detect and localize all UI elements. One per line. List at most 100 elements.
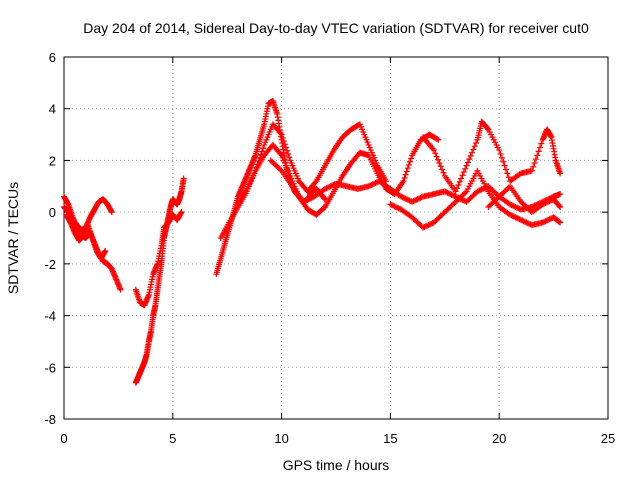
data-point-interp <box>326 183 333 190</box>
data-point-interp <box>516 216 523 223</box>
x-tick-label: 20 <box>492 431 506 446</box>
data-point-interp <box>509 202 516 209</box>
data-point-interp <box>500 158 507 165</box>
chart-title: Day 204 of 2014, Sidereal Day-to-day VTE… <box>83 20 589 36</box>
data-point-interp <box>277 166 284 173</box>
data-point-interp <box>403 196 410 203</box>
data-point-interp <box>281 141 288 148</box>
data-point <box>102 247 109 254</box>
data-point <box>507 211 514 218</box>
data-point-interp <box>406 197 413 204</box>
data-point-interp <box>413 196 420 203</box>
data-point-interp <box>433 153 440 160</box>
data-point-interp <box>330 181 337 188</box>
data-point-interp <box>323 185 330 192</box>
data-point-interp <box>546 198 553 205</box>
data-point <box>300 198 307 205</box>
data-point-interp <box>371 180 378 187</box>
data-point-interp <box>277 130 284 137</box>
data-point-interp <box>511 213 518 220</box>
data-point-interp <box>556 203 563 210</box>
data-point-interp <box>424 222 431 229</box>
data-point <box>507 201 514 208</box>
data-point-interp <box>515 215 522 222</box>
data-point-interp <box>414 196 421 203</box>
y-tick-label: 4 <box>49 102 56 117</box>
data-point-interp <box>535 148 542 155</box>
data-point-interp <box>526 220 533 227</box>
data-point <box>420 224 427 231</box>
data-point-interp <box>394 204 401 211</box>
data-point-interp <box>392 203 399 210</box>
data-point-interp <box>388 202 395 209</box>
data-point-interp <box>520 218 527 225</box>
data-point-interp <box>443 189 450 196</box>
data-point-interp <box>541 218 548 225</box>
data-point-interp <box>460 169 467 176</box>
data-point-interp <box>538 140 545 147</box>
data-point-interp <box>503 166 509 173</box>
data-point <box>474 188 481 195</box>
data-point <box>557 170 564 177</box>
data-point-interp <box>524 220 531 227</box>
data-point-interp <box>286 154 293 161</box>
data-point <box>365 183 372 190</box>
data-point-interp <box>484 125 491 132</box>
data-point-interp <box>401 174 408 181</box>
data-point-interp <box>404 165 411 172</box>
data-point-interp <box>436 160 443 167</box>
data-point-interp <box>399 194 406 201</box>
data-point-interp <box>435 156 441 163</box>
data-point <box>409 198 416 205</box>
data-point <box>557 191 564 198</box>
data-point-interp <box>475 187 482 194</box>
data-point-interp <box>402 171 409 178</box>
data-point-interp <box>390 202 397 209</box>
data-point-interp <box>467 152 474 159</box>
data-point-interp <box>545 216 552 223</box>
data-point-interp <box>459 172 466 179</box>
data-point-interp <box>498 154 505 161</box>
y-axis-label: SDTVAR / TECUs <box>5 182 21 294</box>
data-point-interp <box>531 160 538 167</box>
x-axis-label: GPS time / hours <box>283 457 390 473</box>
data-point-interp <box>513 204 520 211</box>
data-point-interp <box>523 219 530 226</box>
data-point-interp <box>542 218 549 225</box>
data-point-interp <box>439 166 446 173</box>
data-point-interp <box>541 200 548 207</box>
data-point-interp <box>534 152 541 159</box>
x-tick-label: 5 <box>169 431 176 446</box>
data-point-interp <box>367 182 373 189</box>
data-point-interp <box>402 195 409 202</box>
grid-lines <box>64 57 608 419</box>
data-point-interp <box>542 200 549 207</box>
data-point-interp <box>511 203 518 210</box>
data-point-interp <box>259 148 266 155</box>
data-point-interp <box>301 198 308 205</box>
y-tick-label: 6 <box>49 50 56 65</box>
data-point-interp <box>406 158 413 165</box>
y-tick-label: -2 <box>44 257 56 272</box>
data-point <box>539 201 546 208</box>
data-point-interp <box>401 194 407 201</box>
data-point-interp <box>556 218 563 225</box>
y-tick-label: -8 <box>44 412 56 427</box>
data-point-interp <box>395 205 402 212</box>
series-trace-e <box>132 209 185 309</box>
data-point-interp <box>303 197 310 204</box>
data-point-interp <box>432 150 439 157</box>
data-point-interp <box>508 202 515 209</box>
data-point-interp <box>260 145 267 152</box>
series-trace-i <box>267 157 564 213</box>
data-point-interp <box>425 222 432 229</box>
data-point-interp <box>545 198 552 205</box>
data-point-interp <box>516 171 523 178</box>
data-point-interp <box>422 223 429 230</box>
data-point-interp <box>513 214 520 221</box>
data-point-interp <box>437 163 444 170</box>
data-point-interp <box>543 199 550 206</box>
series-trace-l <box>485 183 564 216</box>
data-point-interp <box>308 194 315 201</box>
series-trace-c <box>63 211 109 262</box>
